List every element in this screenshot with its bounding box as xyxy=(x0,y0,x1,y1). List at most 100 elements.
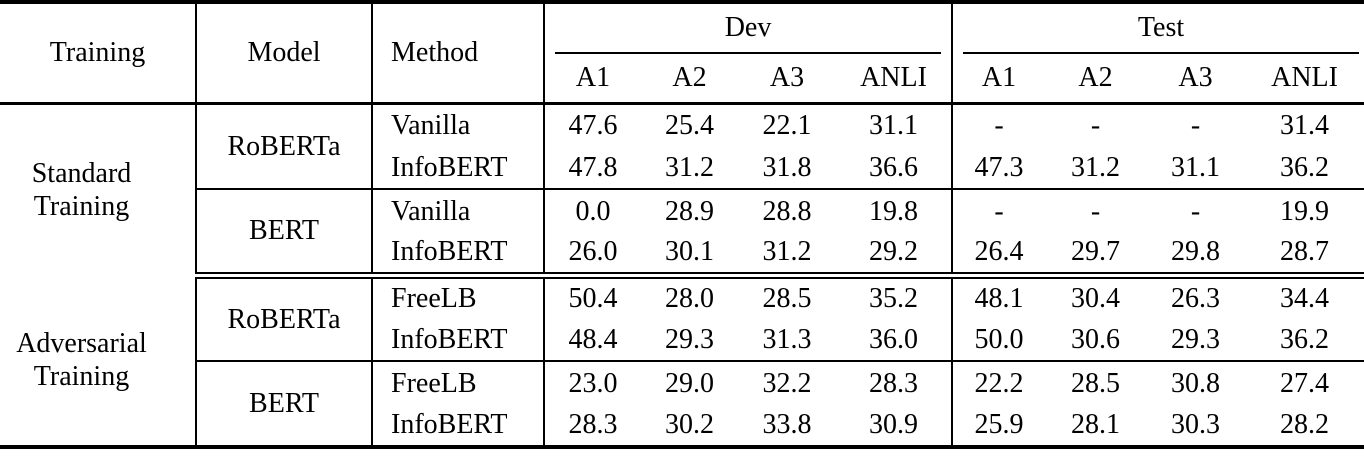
method-label: FreeLB xyxy=(372,361,545,405)
score-cell: 47.6 xyxy=(568,109,618,141)
table-row: InfoBERT 47.8 31.2 31.8 36.6 47.3 31.2 3… xyxy=(0,146,1364,191)
score-cell: 30.8 xyxy=(1171,367,1221,399)
score-cell: 31.2 xyxy=(1045,146,1147,191)
score-cell: 26.0 xyxy=(544,232,641,279)
score-cell: - xyxy=(994,195,1004,227)
score-cell: 47.8 xyxy=(544,146,641,191)
score-cell: - xyxy=(1090,109,1101,141)
score-cell: 19.8 xyxy=(836,189,954,233)
score-cell: 28.5 xyxy=(762,282,812,314)
score-cell: 25.4 xyxy=(665,109,714,141)
method-label: InfoBERT xyxy=(372,404,545,448)
score-cell-best: 28.2 xyxy=(1280,409,1330,441)
subcol-header-dev-anli: ANLI xyxy=(836,54,954,105)
col-header-model: Model xyxy=(196,2,373,105)
model-label: RoBERTa xyxy=(196,103,373,191)
score-cell: 30.6 xyxy=(1045,318,1147,363)
score-cell: 48.1 xyxy=(974,282,1024,314)
score-cell: 30.1 xyxy=(641,232,738,279)
group-header-dev-label: Dev xyxy=(555,4,942,55)
score-cell: 48.4 xyxy=(544,318,641,363)
method-label: Vanilla xyxy=(372,103,545,147)
score-cell: 33.8 xyxy=(762,409,812,441)
score-cell: 30.2 xyxy=(665,409,714,441)
score-cell-best: 36.6 xyxy=(836,146,954,191)
score-cell: 22.1 xyxy=(762,109,812,141)
method-label: FreeLB xyxy=(372,275,545,319)
score-cell-best: 30.9 xyxy=(836,404,954,448)
score-cell-best: 29.2 xyxy=(836,232,954,279)
table-row: Standard Training RoBERTa Vanilla 47.6 2… xyxy=(0,103,1364,276)
score-cell: 29.7 xyxy=(1045,232,1147,279)
method-label: Vanilla xyxy=(372,189,545,233)
score-cell: 31.4 xyxy=(1280,109,1330,141)
score-cell: 31.1 xyxy=(836,103,954,147)
score-cell-best: 36.0 xyxy=(836,318,954,363)
subcol-header-dev-a1: A1 xyxy=(544,54,641,105)
score-cell: 34.4 xyxy=(1280,282,1330,314)
score-cell: 0.0 xyxy=(575,195,611,227)
score-cell: 31.2 xyxy=(641,146,738,191)
score-cell: 25.9 xyxy=(974,409,1024,441)
header-row-groups: Training Model Method Dev Test xyxy=(0,2,1364,105)
score-cell: 27.4 xyxy=(1280,367,1330,399)
score-cell: 28.3 xyxy=(836,361,954,405)
score-cell: - xyxy=(1190,195,1201,227)
score-cell: 28.0 xyxy=(665,282,714,314)
score-cell: 50.0 xyxy=(952,318,1046,363)
score-cell-best: 28.7 xyxy=(1245,232,1364,279)
subcol-header-test-a3: A3 xyxy=(1146,54,1246,105)
model-label: RoBERTa xyxy=(196,275,373,363)
score-cell-best: 36.2 xyxy=(1245,318,1364,363)
score-cell: 31.8 xyxy=(738,146,836,191)
score-cell-best: 36.2 xyxy=(1245,146,1364,191)
score-cell: 23.0 xyxy=(568,367,618,399)
score-cell: 31.3 xyxy=(738,318,836,363)
training-group-label: Adversarial Training xyxy=(0,275,197,448)
score-cell: 19.9 xyxy=(1280,195,1330,227)
col-header-method: Method xyxy=(372,2,545,105)
score-cell: 29.3 xyxy=(1146,318,1246,363)
model-label: BERT xyxy=(196,361,373,448)
table-row: Adversarial Training RoBERTa FreeLB 50.4… xyxy=(0,275,1364,448)
score-cell: 29.8 xyxy=(1146,232,1246,279)
table-row: BERT Vanilla 0.0 28.9 28.8 19.8 - - - 19… xyxy=(0,189,1364,279)
score-cell: 31.2 xyxy=(738,232,836,279)
score-cell: 28.3 xyxy=(568,409,618,441)
score-cell: 28.1 xyxy=(1071,409,1121,441)
score-cell: 29.0 xyxy=(665,367,714,399)
subcol-header-test-anli: ANLI xyxy=(1245,54,1364,105)
score-cell: 32.2 xyxy=(762,367,812,399)
score-cell: 30.4 xyxy=(1071,282,1121,314)
score-cell: - xyxy=(1090,195,1101,227)
header-row-subcols: A1 A2 A3 ANLI A1 A2 A3 ANLI xyxy=(0,54,1364,105)
model-label: BERT xyxy=(196,189,373,279)
table-row: InfoBERT 48.4 29.3 31.3 36.0 50.0 30.6 2… xyxy=(0,318,1364,363)
subcol-header-dev-a3: A3 xyxy=(738,54,836,105)
table-row: InfoBERT 26.0 30.1 31.2 29.2 26.4 29.7 2… xyxy=(0,232,1364,279)
col-header-training: Training xyxy=(0,2,197,105)
score-cell: 30.3 xyxy=(1171,409,1221,441)
subcol-header-test-a1: A1 xyxy=(952,54,1046,105)
score-cell: 31.1 xyxy=(1146,146,1246,191)
table-row: InfoBERT 28.3 30.2 33.8 30.9 25.9 28.1 3… xyxy=(0,404,1364,448)
method-label: InfoBERT xyxy=(372,146,545,191)
score-cell: 28.8 xyxy=(762,195,812,227)
group-header-dev: Dev xyxy=(544,2,954,55)
results-table: Training Model Method Dev Test A1 A2 A3 … xyxy=(0,0,1364,450)
table-row: BERT FreeLB 23.0 29.0 32.2 28.3 22.2 28.… xyxy=(0,361,1364,448)
score-cell: 29.3 xyxy=(641,318,738,363)
score-cell: 35.2 xyxy=(836,275,954,319)
subcol-header-test-a2: A2 xyxy=(1045,54,1147,105)
group-header-test: Test xyxy=(952,2,1364,55)
score-cell: 26.4 xyxy=(952,232,1046,279)
score-cell: 47.3 xyxy=(952,146,1046,191)
group-header-test-label: Test xyxy=(963,4,1360,55)
score-cell: - xyxy=(1190,109,1201,141)
method-label: InfoBERT xyxy=(372,232,545,279)
training-group-label: Standard Training xyxy=(0,103,197,276)
score-cell: 50.4 xyxy=(568,282,618,314)
score-cell: 26.3 xyxy=(1171,282,1221,314)
method-label: InfoBERT xyxy=(372,318,545,363)
